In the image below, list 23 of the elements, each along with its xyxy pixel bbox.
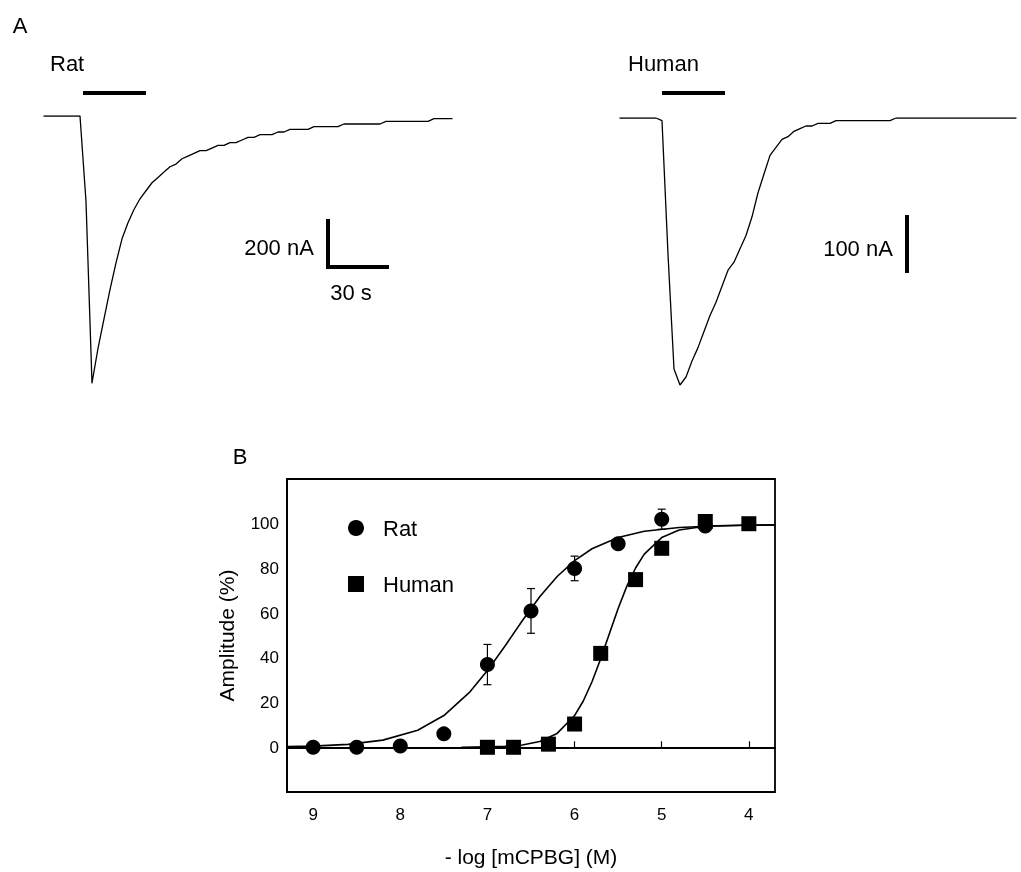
x-tick-label: 5 (656, 805, 667, 824)
text: A (12, 12, 28, 38)
x-tick-label: 6 (569, 805, 580, 824)
legend-label: Human (383, 571, 454, 597)
x-tick-label: 9 (308, 805, 318, 824)
annotation: 200 nA (244, 234, 315, 260)
legend-label: Rat (383, 515, 418, 541)
x-tick-label: 7 (482, 805, 493, 824)
text: B (232, 443, 248, 469)
y-tick-label: 20 (260, 693, 279, 713)
y-tick-label: 80 (260, 558, 279, 578)
x-tick-label: 8 (395, 805, 406, 824)
x-axis-title: - log [mCPBG] (M) (444, 845, 618, 868)
chart-title: Rat (50, 50, 85, 76)
x-tick-label: 4 (744, 805, 754, 824)
chart-title: Human (628, 50, 699, 76)
annotation: 30 s (330, 279, 372, 305)
annotation: 100 nA (823, 235, 894, 261)
y-tick-label: 100 (250, 514, 279, 534)
y-tick-label: 40 (260, 648, 279, 668)
y-tick-label: 60 (260, 603, 279, 623)
y-axis-title: Amplitude (%) (215, 569, 238, 702)
y-tick-label: 0 (269, 737, 279, 757)
